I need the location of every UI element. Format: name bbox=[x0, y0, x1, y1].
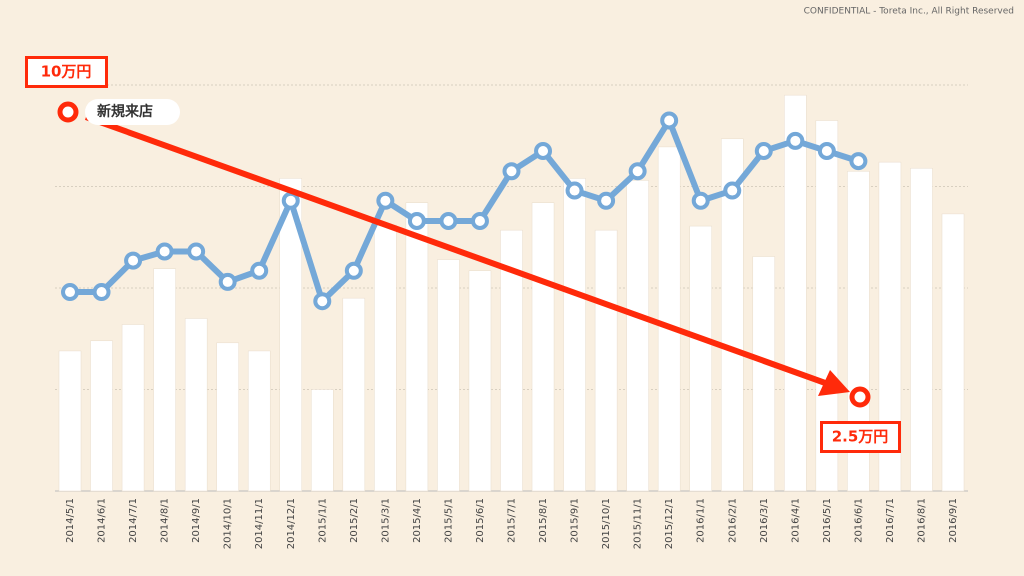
x-tick-label: 2015/7/1 bbox=[507, 498, 518, 543]
bar bbox=[216, 342, 239, 492]
line-point bbox=[786, 131, 805, 150]
notice: CONFIDENTIAL - Toreta Inc., All Right Re… bbox=[804, 7, 1014, 17]
x-tick-label: 2015/11/1 bbox=[633, 498, 644, 549]
bar bbox=[847, 171, 870, 492]
x-tick-label: 2014/9/1 bbox=[191, 498, 202, 543]
bar bbox=[247, 350, 271, 492]
bar bbox=[752, 256, 776, 492]
line-point bbox=[344, 261, 363, 280]
bar bbox=[689, 225, 712, 492]
bar bbox=[121, 324, 145, 492]
pill bbox=[85, 99, 180, 125]
line-point bbox=[565, 181, 584, 200]
bar bbox=[58, 350, 82, 492]
bar bbox=[311, 389, 334, 492]
bar bbox=[468, 270, 492, 492]
x-tick-label: 2014/8/1 bbox=[160, 498, 171, 543]
x-tick-label: 2015/8/1 bbox=[538, 498, 549, 543]
bar bbox=[626, 180, 649, 492]
bar bbox=[721, 138, 744, 492]
line-point bbox=[250, 261, 269, 280]
x-tick-label: 2015/5/1 bbox=[443, 498, 454, 543]
label-box-inner bbox=[28, 59, 105, 85]
line-point bbox=[502, 162, 521, 181]
label-box-inner bbox=[823, 424, 898, 450]
line-point bbox=[218, 272, 237, 291]
line-point bbox=[628, 162, 647, 181]
bar bbox=[405, 202, 429, 492]
bar bbox=[374, 224, 397, 492]
line-point bbox=[61, 283, 79, 302]
bar bbox=[784, 94, 807, 492]
plot: 2014/5/1 2014/6/1 2014/7/1 2014/8/1 2014/9/1… bbox=[55, 84, 968, 549]
line-point bbox=[849, 152, 868, 171]
x-tick-label: 2016/1/1 bbox=[696, 498, 707, 543]
x-tick-label: 2015/9/1 bbox=[570, 498, 581, 543]
x-tick-label: 2016/8/1 bbox=[916, 498, 927, 543]
line-point bbox=[407, 212, 426, 231]
arrow-head bbox=[818, 370, 850, 396]
start-point bbox=[57, 101, 79, 123]
line-point bbox=[660, 111, 679, 130]
line-point bbox=[597, 191, 616, 210]
x-tick-label: 2015/6/1 bbox=[475, 498, 486, 543]
bar bbox=[563, 178, 586, 492]
annotation: 2.5万円 bbox=[832, 428, 889, 446]
bar bbox=[184, 318, 208, 492]
annotation: 新規来店 bbox=[97, 103, 153, 120]
bar bbox=[941, 213, 965, 492]
arrow-annotation: 10万円 新規来店 2.5万円 bbox=[25, 56, 901, 453]
annotation: 10万円 bbox=[41, 63, 92, 81]
line-point bbox=[754, 141, 773, 160]
line-point bbox=[92, 283, 111, 302]
x-tick-label: 2015/10/1 bbox=[601, 498, 612, 549]
line-point bbox=[376, 191, 395, 210]
bar bbox=[342, 297, 366, 492]
line-point bbox=[817, 141, 836, 160]
bar bbox=[910, 167, 933, 492]
bar bbox=[594, 229, 618, 492]
line-point bbox=[187, 242, 206, 261]
x-tick-label: 2014/6/1 bbox=[97, 498, 108, 543]
x-tick-label: 2014/11/1 bbox=[254, 498, 265, 549]
line-point bbox=[281, 191, 300, 210]
line-point bbox=[691, 191, 710, 210]
bar bbox=[815, 120, 839, 492]
bar bbox=[153, 268, 176, 492]
x-tick-label: 2016/6/1 bbox=[853, 498, 864, 543]
x-tick-label: 2015/4/1 bbox=[412, 498, 423, 543]
line-point bbox=[534, 141, 553, 160]
bar bbox=[531, 202, 555, 492]
line-point bbox=[470, 212, 489, 231]
bar bbox=[657, 146, 681, 492]
line-point bbox=[439, 212, 458, 231]
bar bbox=[500, 229, 523, 492]
line-point bbox=[723, 181, 742, 200]
arrow-line bbox=[84, 114, 830, 387]
x-tick-label: 2016/2/1 bbox=[727, 498, 738, 543]
x-tick-label: 2016/5/1 bbox=[822, 498, 833, 543]
x-tick-label: 2014/10/1 bbox=[223, 498, 234, 549]
bar bbox=[878, 161, 902, 492]
line-point bbox=[313, 292, 332, 311]
line-point bbox=[124, 251, 143, 270]
bar bbox=[437, 259, 460, 492]
end-point bbox=[849, 386, 871, 408]
x-tick-label: 2014/12/1 bbox=[286, 498, 297, 549]
x-tick-label: 2016/9/1 bbox=[948, 498, 959, 543]
x-tick-label: 2016/4/1 bbox=[790, 498, 801, 543]
x-tick-label: 2016/7/1 bbox=[885, 498, 896, 543]
line-point bbox=[155, 242, 174, 261]
x-tick-label: 2015/1/1 bbox=[317, 498, 328, 543]
x-tick-label: 2014/7/1 bbox=[128, 498, 139, 543]
bar bbox=[90, 340, 113, 492]
x-tick-label: 2014/5/1 bbox=[65, 498, 76, 543]
x-tick-label: 2016/3/1 bbox=[759, 498, 770, 543]
x-tick-label: 2015/3/1 bbox=[380, 498, 391, 543]
x-tick-label: 2015/2/1 bbox=[349, 498, 360, 543]
x-tick-label: 2015/12/1 bbox=[664, 498, 675, 549]
bar bbox=[279, 178, 302, 492]
